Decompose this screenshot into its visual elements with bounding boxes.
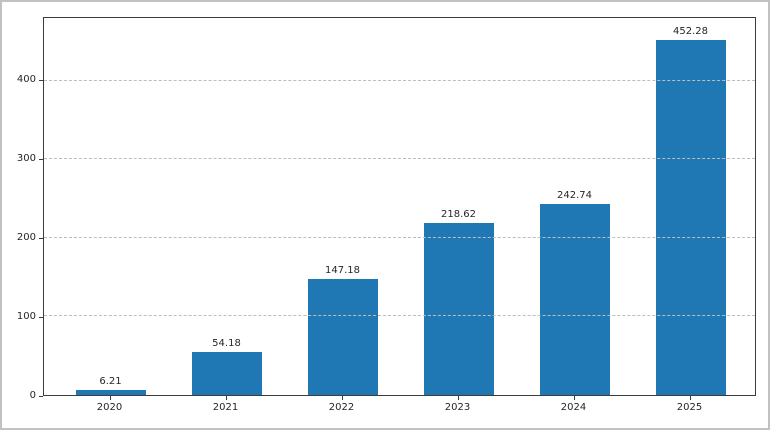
x-tick-label: 2024 [560,402,587,413]
bar-2024 [539,204,610,395]
bar-value-label: 6.21 [99,376,122,388]
bar-value-label: 218.62 [441,209,476,221]
y-tick-mark [39,238,43,240]
gridline-300 [44,158,755,160]
bar-value-label: 452.28 [673,25,708,37]
x-tick-mark [109,396,111,400]
x-tick-mark [225,396,227,400]
y-tick-mark [39,317,43,319]
x-tick-mark [689,396,691,400]
x-tick-mark [573,396,575,400]
y-tick-mark [39,396,43,397]
y-tick-label: 100 [16,311,36,323]
x-tick-mark [457,396,459,400]
bar-value-label: 54.18 [212,338,241,350]
x-tick-label: 2022 [328,402,355,413]
plot-area: 6.21 54.18 147.18 218.62 242.74 452.28 [43,17,756,396]
x-tick-mark [341,396,343,400]
gridline-400 [44,79,755,81]
y-tick-label: 300 [16,153,36,165]
gridline-200 [44,236,755,238]
bar-2025 [655,39,726,395]
bar-2022 [307,279,378,395]
x-tick-label: 2023 [444,402,471,413]
y-tick-mark [39,159,43,161]
x-tick-label: 2020 [96,402,123,413]
gridline-100 [44,315,755,317]
bar-2020 [75,390,146,395]
y-tick-mark [39,80,43,82]
x-tick-label: 2025 [676,402,703,413]
y-tick-label: 200 [16,232,36,244]
x-tick-label: 2021 [212,402,239,413]
bar-2023 [423,223,494,395]
bar-2021 [191,352,262,395]
y-tick-label: 400 [16,74,36,86]
y-tick-label: 0 [29,390,36,401]
bar-value-label: 242.74 [557,190,592,202]
bar-value-label: 147.18 [325,265,360,277]
